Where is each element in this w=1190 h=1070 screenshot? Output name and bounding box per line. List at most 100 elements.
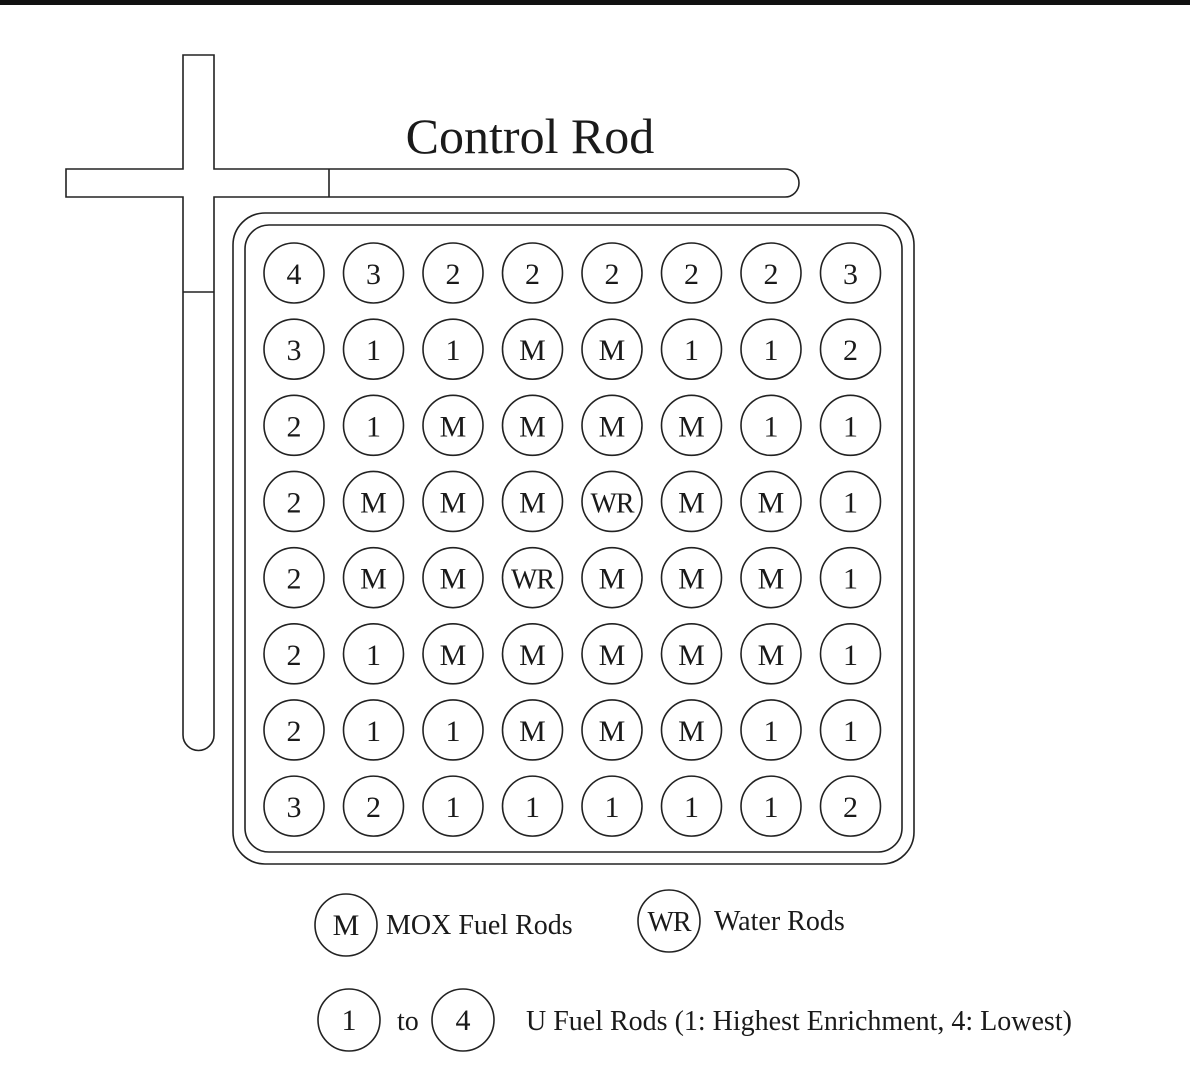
fuel-rod-label-8-3: 1 [446,791,461,824]
legend-u-end-symbol: 4 [456,1004,471,1037]
fuel-rod-6-7 [740,623,802,685]
fuel-rod-label-6-6: M [678,639,705,672]
fuel-rod-label-6-1: 2 [287,639,302,672]
fuel-rod-2-4 [501,318,564,380]
fuel-rod-3-1 [263,394,325,457]
fuel-rod-label-5-3: M [440,563,467,596]
fuel-rod-5-7 [740,546,802,609]
legend-u-end-circle [431,988,495,1052]
fuel-rod-label-1-4: 2 [525,258,540,291]
fuel-rod-4-7 [740,470,802,533]
fuel-rod-label-4-7: M [758,486,785,519]
fuel-rod-label-3-1: 2 [287,410,302,443]
fuel-rod-1-7 [740,242,802,304]
fuel-rod-7-5 [581,699,643,761]
fuel-rod-5-5 [581,546,643,609]
fuel-rod-label-1-3: 2 [446,258,461,291]
fuel-rod-2-8 [819,318,882,380]
fuel-rod-6-8 [819,623,882,685]
legend-mox-symbol: M [333,909,360,942]
fuel-rod-label-3-6: M [678,410,705,443]
fuel-rod-4-6 [660,470,723,533]
fuel-rod-label-4-8: 1 [843,486,858,519]
fuel-rod-label-2-4: M [519,334,546,367]
fuel-rod-label-2-1: 3 [287,334,302,367]
legend-u-to: to [397,1006,419,1037]
legend-mox-label: MOX Fuel Rods [386,910,573,941]
fuel-rod-4-8 [819,470,882,533]
fuel-rod-4-5 [581,470,643,533]
fuel-rod-1-3 [422,242,484,304]
fuel-rod-6-2 [342,623,405,685]
fuel-rod-label-4-5: WR [590,488,634,519]
fuel-rod-6-5 [581,623,643,685]
fuel-rod-lattice: 4 3 2 2 2 2 2 3 3 1 1 M M 1 1 2 2 1 M M M M 1 1 2 M M M WR M M 1 2 M M WR M M… [263,242,882,837]
fuel-rod-label-5-7: M [758,563,785,596]
fuel-rod-label-8-7: 1 [764,791,779,824]
fuel-rod-label-4-2: M [360,486,387,519]
fuel-rod-3-4 [501,394,564,457]
fuel-rod-label-5-8: 1 [843,563,858,596]
fuel-rod-label-4-3: M [440,486,467,519]
legend-u-label: U Fuel Rods (1: Highest Enrichment, 4: L… [526,1006,1072,1037]
fuel-rod-1-6 [660,242,723,304]
fuel-rod-label-7-3: 1 [446,715,461,748]
fuel-rod-1-5 [581,242,643,304]
fuel-rod-label-2-7: 1 [764,334,779,367]
fuel-rod-6-6 [660,623,723,685]
fuel-rod-label-1-8: 3 [843,258,858,291]
fuel-rod-3-5 [581,394,643,457]
fuel-rod-label-5-1: 2 [287,563,302,596]
fuel-rod-label-6-7: M [758,639,785,672]
fuel-rod-2-2 [342,318,405,380]
fuel-rod-label-7-1: 2 [287,715,302,748]
fuel-rod-label-8-6: 1 [684,791,699,824]
fuel-rod-label-2-8: 2 [843,334,858,367]
fuel-rod-2-6 [660,318,723,380]
control-rod-title: Control Rod [406,108,655,164]
fuel-rod-label-6-3: M [440,639,467,672]
fuel-rod-label-3-8: 1 [843,410,858,443]
fuel-rod-label-5-2: M [360,563,387,596]
fuel-rod-2-7 [740,318,802,380]
fuel-rod-label-8-2: 2 [366,791,381,824]
fuel-rod-4-2 [342,470,405,533]
fuel-rod-label-5-4: WR [511,565,555,596]
fuel-rod-label-2-2: 1 [366,334,381,367]
fuel-rod-label-2-3: 1 [446,334,461,367]
fuel-rod-label-3-3: M [440,410,467,443]
fuel-rod-label-6-5: M [599,639,626,672]
legend-water-symbol-circle [637,889,701,953]
fuel-rod-5-8 [819,546,882,609]
fuel-rod-label-6-2: 1 [366,639,381,672]
fuel-rod-label-8-1: 3 [287,791,302,824]
fuel-rod-label-8-5: 1 [605,791,620,824]
fuel-rod-label-2-6: 1 [684,334,699,367]
fuel-rod-8-6 [660,775,723,837]
fuel-rod-label-7-7: 1 [764,715,779,748]
fuel-rod-7-6 [660,699,723,761]
fuel-rod-1-1 [263,242,325,304]
fuel-rod-7-4 [501,699,564,761]
fuel-rod-3-3 [422,394,484,457]
fuel-rod-2-5 [581,318,643,380]
fuel-rod-label-8-4: 1 [525,791,540,824]
fuel-rod-5-2 [342,546,405,609]
fuel-rod-5-1 [263,546,325,609]
fuel-rod-label-3-4: M [519,410,546,443]
fuel-rod-label-8-8: 2 [843,791,858,824]
fuel-rod-label-7-2: 1 [366,715,381,748]
fuel-rod-label-7-8: 1 [843,715,858,748]
fuel-rod-1-8 [819,242,882,304]
fuel-rod-8-8 [819,775,882,837]
fuel-rod-7-8 [819,699,882,761]
fuel-rod-label-4-6: M [678,486,705,519]
top-rule [0,0,1190,5]
control-rod [65,54,800,752]
legend-water-label: Water Rods [714,906,845,937]
fuel-rod-label-2-5: M [599,334,626,367]
fuel-rod-label-7-6: M [678,715,705,748]
fuel-rod-label-4-1: 2 [287,486,302,519]
fuel-rod-label-1-2: 3 [366,258,381,291]
